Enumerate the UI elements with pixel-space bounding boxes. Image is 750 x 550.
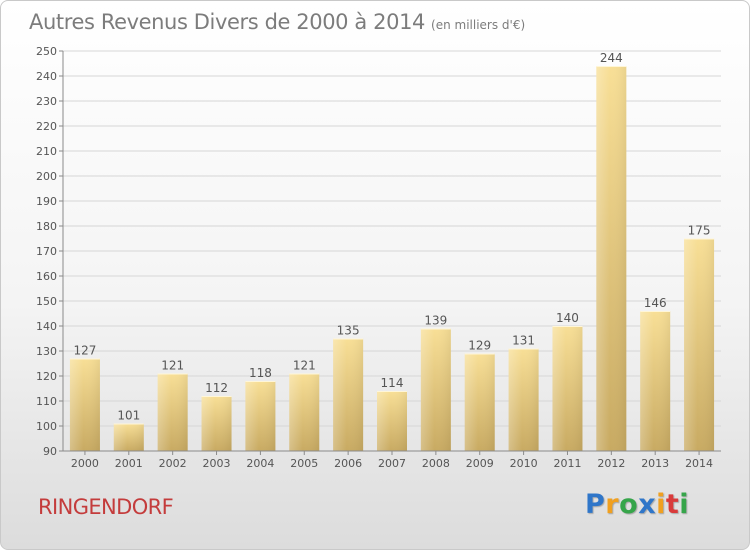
logo-letter: o (619, 489, 639, 520)
y-tick-label: 200 (36, 170, 57, 183)
bar-sheen (464, 353, 495, 451)
y-tick-label: 120 (36, 370, 57, 383)
bar-sheen (640, 311, 671, 451)
bar-sheen (245, 381, 276, 451)
data-label: 114 (381, 376, 404, 390)
bar-sheen (333, 338, 364, 451)
bar-sheen (596, 66, 627, 451)
logo-letter: x (638, 489, 657, 520)
commune-name: RINGENDORF (38, 495, 174, 519)
data-label: 121 (293, 359, 316, 373)
y-tick-label: 140 (36, 320, 57, 333)
data-label: 135 (337, 324, 360, 338)
y-axis: 90 100 110 120 130 140 150 160 170 180 190 200 210 22… (36, 45, 64, 458)
x-tick-label: 2007 (378, 457, 406, 470)
bar-sheen (69, 358, 100, 451)
data-label: 146 (644, 296, 667, 310)
x-tick-label: 2001 (115, 457, 143, 470)
x-tick-label: 2008 (422, 457, 450, 470)
data-label: 121 (161, 359, 184, 373)
y-tick-label: 210 (36, 145, 57, 158)
data-label: 129 (468, 339, 491, 353)
x-tick-label: 2012 (597, 457, 625, 470)
x-axis: 2000 2001 2002 2003 2004 2005 2006 2007 2008 2009… (63, 450, 721, 470)
x-tick-label: 2011 (553, 457, 581, 470)
data-label: 139 (424, 314, 447, 328)
bar-sheen (508, 348, 539, 451)
y-tick-label: 90 (43, 445, 57, 458)
data-labels: 127 101 121 112 118 121 135 114 139 129 131 140 244 1… (73, 51, 710, 423)
y-tick-label: 170 (36, 245, 57, 258)
data-label: 140 (556, 311, 579, 325)
bars (69, 66, 715, 451)
x-tick-label: 2006 (334, 457, 362, 470)
chart-title-text: Autres Revenus Divers de 2000 à 2014 (29, 10, 426, 34)
data-label: 127 (73, 344, 96, 358)
y-tick-label: 240 (36, 70, 57, 83)
y-tick-label: 100 (36, 420, 57, 433)
bar-sheen (113, 423, 144, 451)
proxiti-logo: Proxiti (585, 489, 689, 520)
data-label: 101 (117, 409, 140, 423)
y-tick-label: 180 (36, 220, 57, 233)
y-tick-label: 220 (36, 120, 57, 133)
x-tick-label: 2010 (510, 457, 538, 470)
x-tick-label: 2000 (71, 457, 99, 470)
y-tick-label: 160 (36, 270, 57, 283)
logo-letter: r (605, 489, 620, 520)
y-tick-label: 250 (36, 45, 57, 58)
data-label: 112 (205, 381, 228, 395)
data-label: 244 (600, 51, 623, 65)
x-tick-label: 2005 (290, 457, 318, 470)
bar-sheen (377, 391, 407, 451)
y-tick-label: 190 (36, 195, 57, 208)
x-tick-label: 2013 (641, 457, 669, 470)
x-tick-label: 2004 (246, 457, 274, 470)
bar-sheen (201, 396, 232, 451)
bar-sheen (289, 373, 320, 451)
chart-subtitle: (en milliers d'€) (431, 18, 526, 32)
y-tick-label: 230 (36, 95, 57, 108)
y-tick-label: 110 (36, 395, 57, 408)
y-tick-label: 130 (36, 345, 57, 358)
bar-sheen (552, 326, 583, 451)
x-tick-label: 2003 (203, 457, 231, 470)
x-tick-label: 2002 (159, 457, 187, 470)
logo-letter: i (656, 489, 666, 520)
bar-sheen (684, 238, 715, 451)
logo-letter: P (585, 489, 606, 520)
data-label: 118 (249, 366, 272, 380)
chart-title: Autres Revenus Divers de 2000 à 2014 (en … (29, 10, 525, 34)
data-label: 131 (512, 334, 535, 348)
data-label: 175 (688, 224, 711, 238)
logo-letter: t (665, 489, 680, 520)
x-tick-label: 2009 (466, 457, 494, 470)
x-tick-label: 2014 (685, 457, 713, 470)
bar-sheen (157, 373, 188, 451)
y-tick-label: 150 (36, 295, 57, 308)
logo-letter: i (679, 489, 690, 520)
bar-sheen (420, 328, 451, 451)
